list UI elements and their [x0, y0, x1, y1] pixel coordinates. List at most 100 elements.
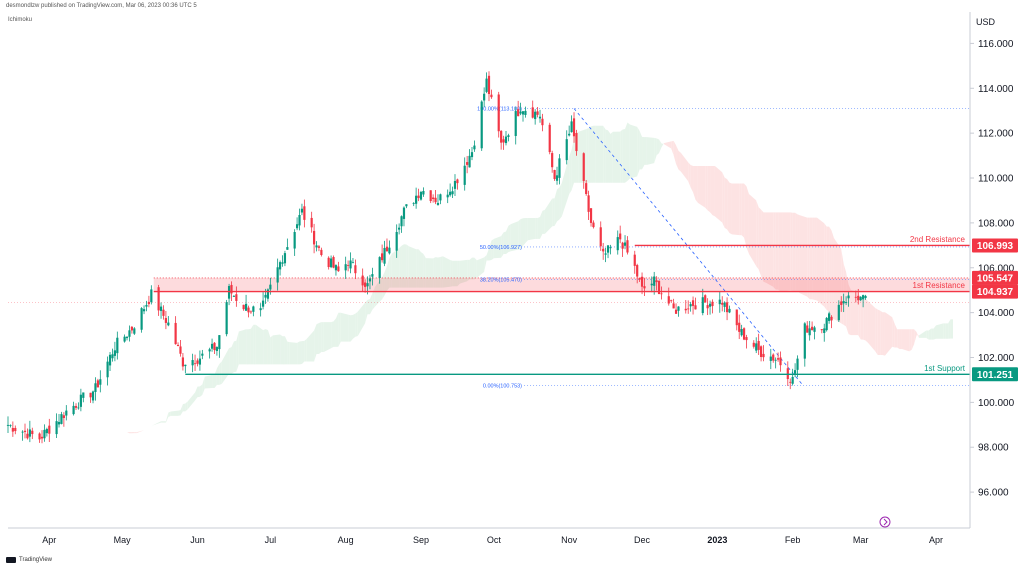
cloud-segment: [236, 331, 239, 372]
cloud-segment: [367, 299, 370, 315]
cloud-segment: [663, 141, 672, 149]
cloud-segment: [265, 329, 268, 365]
candle: [405, 204, 408, 209]
cloud-segment: [595, 125, 604, 183]
cloud-segment: [233, 340, 237, 373]
cloud-segment: [163, 421, 166, 423]
cloud-segment: [435, 257, 438, 288]
cloud-segment: [454, 260, 458, 287]
candle: [602, 242, 605, 260]
candle: [551, 150, 554, 173]
candle: [757, 333, 760, 355]
tradingview-logo-icon: [6, 557, 16, 563]
candle: [317, 244, 321, 252]
cloud-segment: [335, 312, 339, 347]
cloud-segment: [833, 238, 842, 324]
candle: [252, 305, 255, 317]
candle: [6, 416, 10, 434]
candle: [718, 291, 721, 313]
cloud-segment: [731, 183, 740, 236]
candle: [791, 368, 794, 386]
y-tick-label: 110.000: [978, 174, 1014, 185]
y-tick-label: 98.000: [978, 443, 1009, 454]
cloud-segment: [603, 125, 606, 183]
cloud-segment: [280, 334, 283, 365]
cloud-segment: [712, 166, 715, 217]
candle: [837, 300, 840, 322]
cloud-segment: [865, 298, 868, 343]
cloud-segment: [486, 248, 489, 261]
candle: [828, 311, 831, 324]
candle: [157, 284, 160, 316]
candle: [740, 324, 743, 337]
cloud-segment: [935, 323, 944, 339]
candle: [247, 305, 250, 318]
candle: [507, 133, 510, 142]
cloud-segment: [586, 128, 589, 183]
candle: [689, 301, 692, 312]
cloud-segment: [945, 323, 949, 339]
cloud-segment: [287, 341, 290, 365]
cloud-segment: [182, 403, 186, 412]
candle: [446, 189, 449, 204]
candle: [244, 294, 248, 311]
candle: [11, 421, 14, 437]
cloud-segment: [382, 271, 385, 300]
cloud-segment: [826, 226, 830, 312]
cloud-segment: [316, 323, 319, 354]
candle: [293, 229, 296, 256]
candle: [534, 109, 537, 125]
candle: [218, 335, 221, 358]
candle: [21, 430, 24, 441]
candle: [701, 288, 704, 316]
candle: [453, 174, 457, 197]
tradingview-logo[interactable]: TradingView: [6, 557, 52, 563]
cloud-segment: [860, 298, 864, 340]
candle: [191, 353, 194, 373]
cloud-segment: [340, 312, 349, 342]
cloud-segment: [792, 212, 796, 292]
candle: [456, 178, 459, 190]
cloud-segment: [321, 322, 324, 353]
candle: [755, 337, 758, 354]
cloud-segment: [892, 317, 895, 348]
cloud-segment: [714, 166, 723, 223]
cloud-segment: [724, 177, 728, 230]
cloud-segment: [897, 329, 900, 350]
cloud-segment: [306, 330, 315, 362]
candle: [687, 300, 690, 314]
candle: [514, 106, 517, 145]
candle: [436, 194, 440, 206]
cloud-segment: [272, 334, 281, 365]
cloud-segment: [433, 257, 436, 288]
cloud-segment: [331, 321, 334, 349]
cloud-segment: [518, 219, 521, 250]
cloud-segment: [469, 257, 472, 280]
cloud-segment: [763, 212, 766, 283]
candle: [616, 230, 619, 255]
cloud-segment: [943, 323, 946, 339]
candle: [108, 352, 112, 371]
cloud-segment: [146, 426, 149, 431]
candle: [483, 87, 486, 108]
candle: [674, 303, 678, 315]
cloud-segment: [688, 162, 691, 188]
candle: [402, 206, 406, 227]
candle: [725, 297, 729, 321]
cloud-segment: [591, 125, 594, 183]
cloud-segment: [620, 129, 623, 183]
cloud-segment: [537, 217, 541, 239]
cloud-segment: [880, 310, 883, 356]
cloud-segment: [491, 238, 494, 260]
candle: [77, 402, 80, 410]
candle: [633, 250, 636, 274]
cloud-segment: [134, 432, 137, 434]
indicator-label[interactable]: Ichimoku: [8, 17, 33, 23]
candle: [298, 208, 301, 231]
cloud-segment: [831, 230, 834, 320]
cloud-segment: [450, 260, 453, 287]
level-name-label: 2nd Resistance: [910, 235, 966, 244]
cloud-segment: [212, 374, 215, 389]
candle: [497, 91, 500, 138]
